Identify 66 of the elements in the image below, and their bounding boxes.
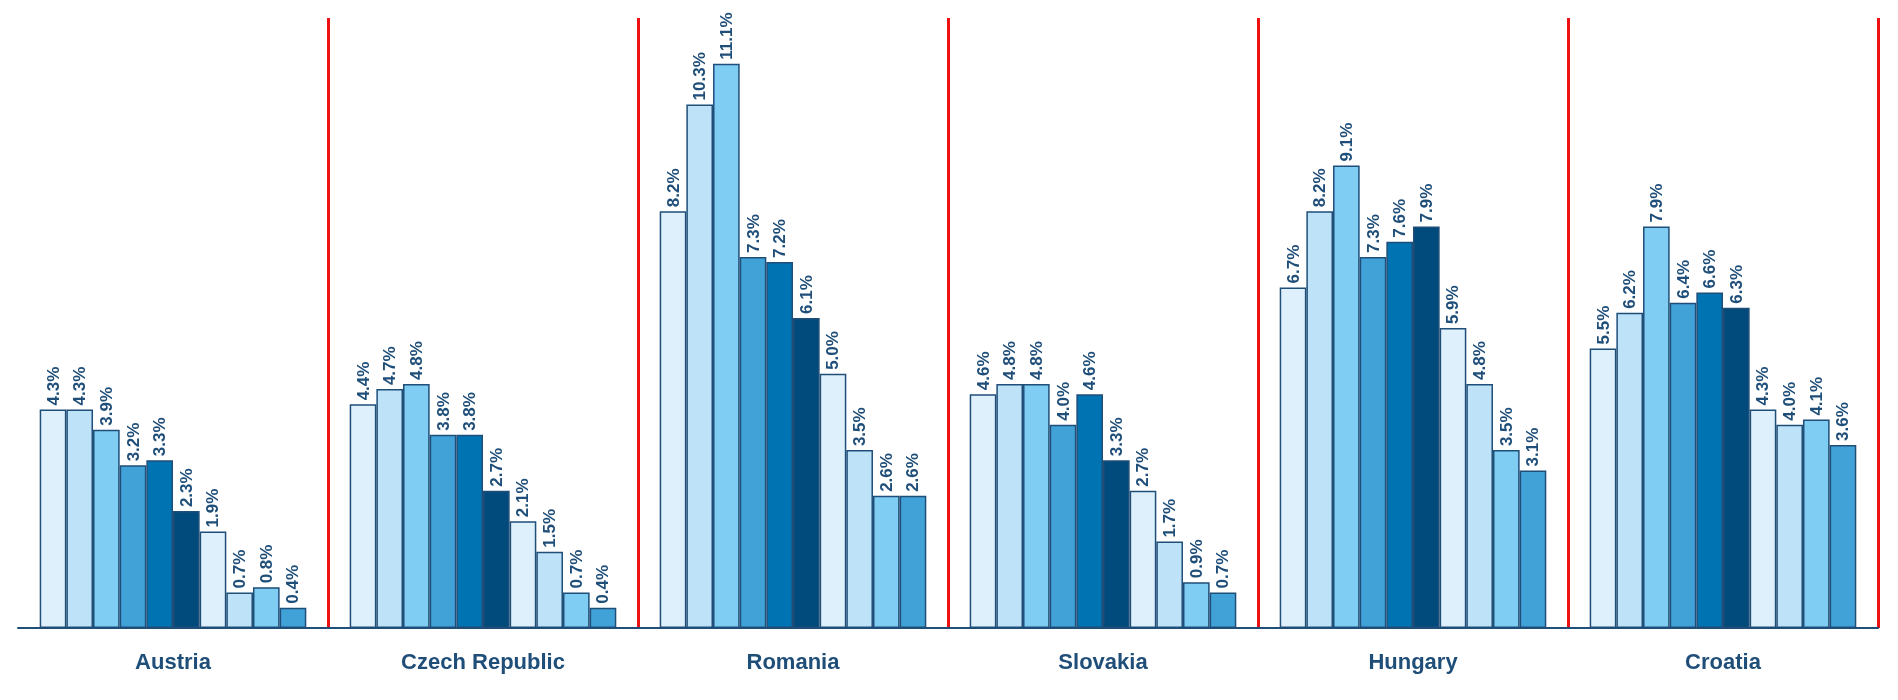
data-label: 0.7% [230,549,250,589]
data-label: 5.0% [823,331,843,370]
x-tick-label: Hungary [1368,648,1459,674]
data-label: 6.4% [1673,259,1693,299]
data-label: 2.1% [513,478,533,518]
data-label: 9.1% [1336,122,1356,162]
data-label: 4.4% [353,361,373,401]
x-tick-label: Slovakia [1058,648,1149,674]
data-label: 0.4% [283,564,303,604]
data-label: 8.2% [663,168,683,208]
data-label: 3.3% [150,417,170,457]
data-label: 3.6% [1833,402,1853,441]
data-label: 6.1% [796,275,816,314]
data-label: 7.6% [1390,198,1410,238]
data-label: 6.3% [1726,265,1746,304]
data-label: 8.2% [1310,168,1330,208]
data-label: 3.3% [1106,417,1126,457]
data-label: 11.1% [716,12,736,60]
data-label: 7.9% [1646,183,1666,223]
data-label: 7.2% [770,219,790,258]
data-label: 3.9% [96,387,116,426]
data-label: 4.3% [1753,366,1773,406]
data-label: 1.5% [540,509,560,548]
data-label: 7.3% [743,214,763,253]
data-label: 4.3% [70,366,90,406]
data-label: 2.6% [903,453,923,492]
data-label: 3.8% [460,392,480,431]
data-label: 4.8% [1000,341,1020,380]
data-label: 7.3% [1363,214,1383,253]
data-label: 2.6% [876,453,896,492]
x-tick-label: Croatia [1685,648,1762,674]
data-label: 3.2% [123,422,143,462]
data-label: 4.7% [380,346,400,386]
data-label: 0.9% [1186,539,1206,579]
data-label: 3.5% [1496,407,1516,447]
data-label: 1.9% [203,488,223,528]
data-label: 6.6% [1700,249,1720,289]
data-label: 4.0% [1780,381,1800,421]
data-label: 4.3% [43,366,63,406]
data-label: 0.8% [256,544,276,584]
data-label: 2.3% [176,468,196,508]
data-label: 4.6% [1080,351,1100,391]
data-label: 6.7% [1283,244,1303,284]
x-tick-label: Austria [135,648,212,674]
data-label: 0.7% [566,549,586,589]
data-label: 4.1% [1806,376,1826,416]
data-label: 5.5% [1593,305,1613,345]
data-label: 2.7% [486,448,506,487]
data-label: 4.8% [406,341,426,380]
data-label: 2.7% [1133,448,1153,487]
x-tick-label: Czech Republic [401,648,565,674]
data-label: 7.9% [1416,183,1436,223]
data-label: 4.0% [1053,381,1073,421]
data-label: 6.2% [1620,270,1640,309]
data-label: 0.7% [1213,549,1233,589]
data-label: 10.3% [690,52,710,101]
data-label: 0.4% [593,564,613,604]
data-label: 3.5% [850,407,870,447]
data-label: 5.9% [1443,285,1463,325]
data-label: 4.8% [1470,341,1490,380]
data-label: 4.6% [973,351,993,391]
data-label: 3.1% [1523,427,1543,467]
x-tick-label: Romania [746,648,841,674]
data-label: 1.7% [1160,498,1180,538]
data-label: 3.8% [433,392,453,431]
data-label: 4.8% [1026,341,1046,380]
